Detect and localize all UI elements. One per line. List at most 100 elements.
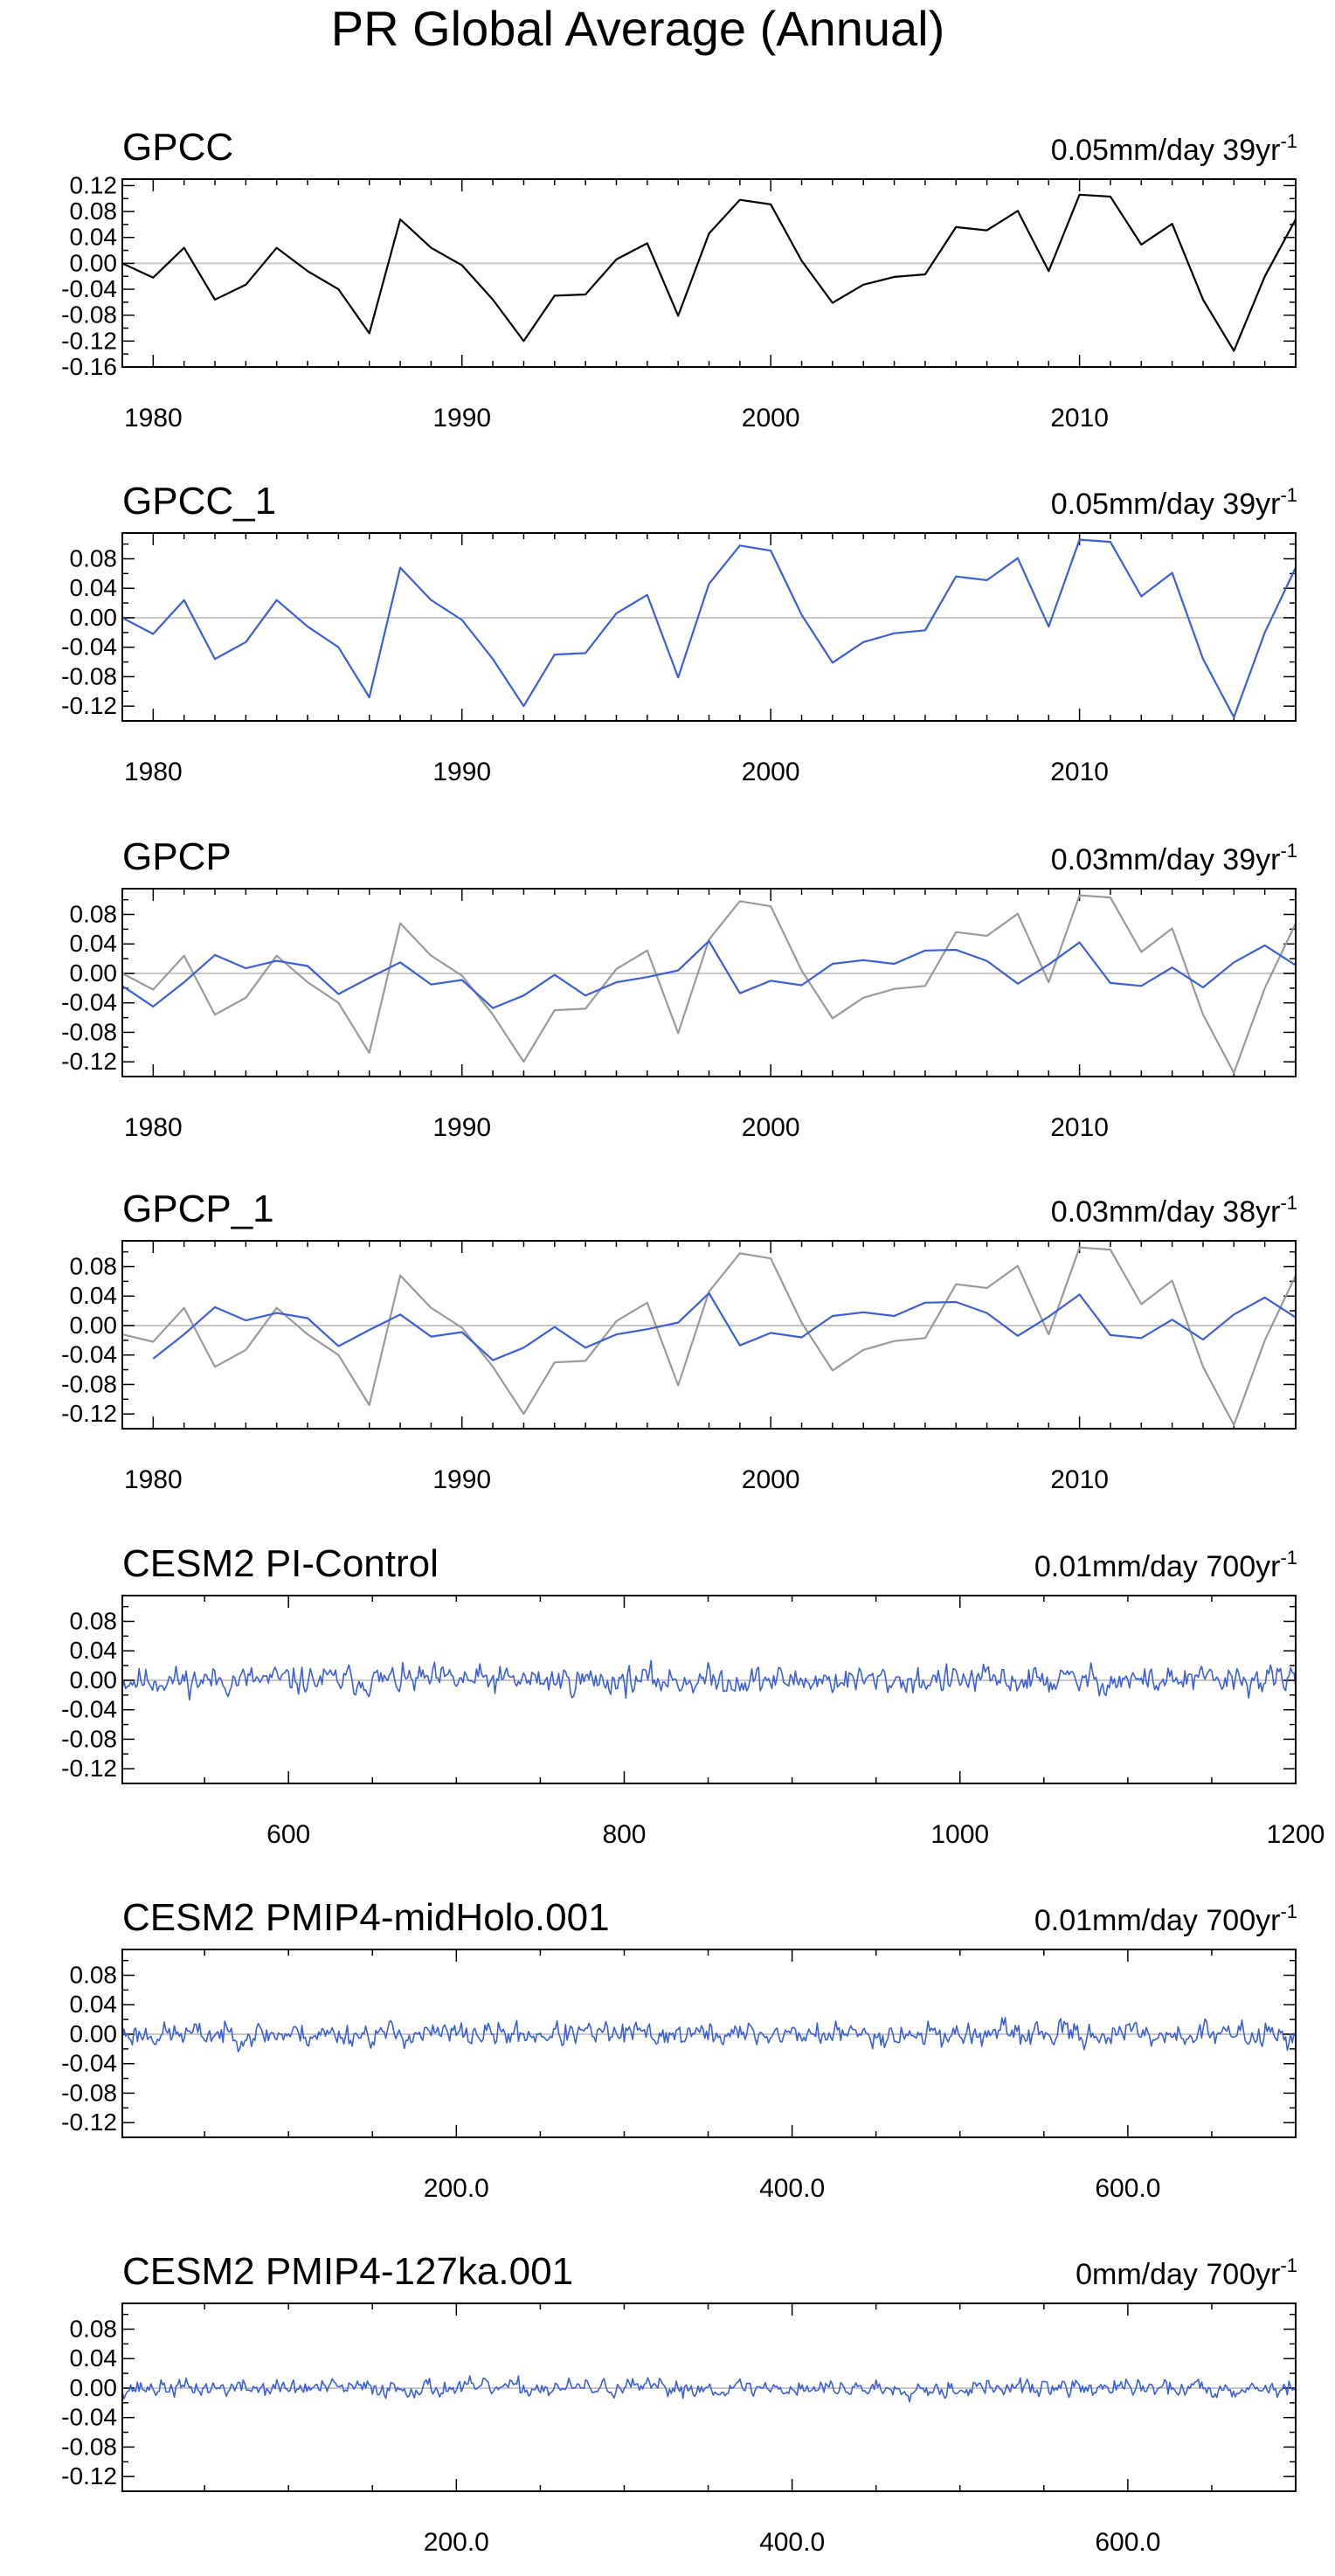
trend-value: 0mm/day 700yr [1076,2258,1280,2291]
trend-value: 0.03mm/day 39yr [1051,843,1281,876]
plot-frame [121,2302,1297,2492]
y-tick-label: -0.04 [61,989,117,1016]
y-tick-label: 0.08 [70,197,118,225]
y-tick-label: 0.00 [70,604,118,631]
y-tick-label: -0.04 [61,1341,117,1368]
y-tick-label: -0.04 [61,634,117,661]
y-tick-label: -0.08 [61,2079,117,2106]
chart-panel-3: GPCP 0.03mm/day 39yr-10.080.040.00-0.04-0… [61,835,1297,1142]
chart-panel-2: GPCC_1 0.05mm/day 39yr-1 0.080.04 0.00 -0.04… [61,480,1297,786]
panel-trend-label: 0.03mm/day 39yr-1 [1051,840,1297,876]
y-tick-label: 0.08 [70,901,118,928]
series-line-2 [152,1291,1297,1361]
panel-trend-label: 0.01mm/day 700yr-1 [1034,1901,1297,1937]
trend-value: 0.05mm/day 39yr [1051,134,1281,167]
y-tick-label: 0.04 [70,574,118,601]
trend-exponent: -1 [1280,130,1297,152]
plot-frame [121,178,1297,368]
x-tick-label: 2010 [1050,758,1109,786]
panel-trend-label: 0.03mm/day 38yr-1 [1051,1192,1297,1229]
plot-frame [121,888,1297,1077]
trend-exponent: -1 [1280,840,1297,862]
x-tick-label: 1990 [432,1113,491,1142]
panel-title: GPCC [122,126,233,169]
panel-title: CESM2 PI-Control [122,1542,439,1585]
y-tick-label: 0.04 [70,224,118,251]
figure-title: PR Global Average (Annual) [331,1,945,56]
y-tick-label: 0.04 [70,1637,118,1664]
x-tick-label: 2010 [1050,1113,1109,1142]
plot-frame [121,1240,1297,1430]
y-tick-label: 0.12 [70,171,118,198]
y-tick-label: -0.04 [61,2050,117,2077]
x-tick-label: 400.0 [759,2528,825,2557]
y-tick-label: 0.08 [70,1962,118,1989]
x-tick-label: 1990 [432,758,491,786]
y-tick-label: -0.08 [61,662,117,689]
y-tick-label: 0.08 [70,545,118,572]
panel-title: GPCC_1 [122,480,276,523]
panel-title: CESM2 PMIP4-127ka.001 [122,2250,573,2293]
y-tick-label: 0.08 [70,1253,118,1280]
x-tick-label: 1980 [124,758,183,786]
x-tick-label: 600.0 [1095,2174,1160,2203]
x-tick-label: 1980 [124,1465,183,1494]
x-tick-label: 1200 [1267,1820,1325,1849]
x-tick-label: 1990 [432,404,491,433]
trend-value: 0.05mm/day 39yr [1051,488,1281,521]
x-tick-label: 200.0 [424,2174,489,2203]
y-tick-label: -0.08 [61,1018,117,1045]
y-tick-label: -0.12 [61,1400,117,1427]
panel-title: GPCP [122,835,232,878]
x-tick-label: 400.0 [759,2174,825,2203]
series-line-1 [121,894,1297,1074]
chart-panel-4: GPCP_1 0.03mm/day 38yr-1 0.080.04 0.00-0.04… [61,1188,1297,1494]
chart-panel-7: CESM2 PMIP4-127ka.001 0mm/day 700yr-1 0.08… [61,2250,1297,2557]
series-line-2 [121,939,1297,1009]
y-tick-label: -0.04 [61,1696,117,1723]
x-tick-label: 2000 [742,1465,800,1494]
plot-frame [121,1949,1297,2138]
trend-value: 0.01mm/day 700yr [1034,1550,1281,1583]
y-tick-label: -0.12 [61,1048,117,1075]
y-tick-label: 0.00 [70,2374,118,2401]
y-tick-label: -0.12 [61,2109,117,2136]
x-tick-label: 2000 [742,404,800,433]
panels: GPCC 0.05mm/day 39yr-10.120.080.040.00-0.… [61,126,1325,2557]
trend-exponent: -1 [1280,1547,1297,1568]
panel-trend-label: 0.05mm/day 39yr-1 [1051,484,1297,521]
y-tick-label: 0.00 [70,2020,118,2047]
y-tick-label: -0.04 [61,275,117,302]
x-tick-label: 2000 [742,1113,800,1142]
trend-exponent: -1 [1280,1901,1297,1922]
y-tick-label: -0.08 [61,1725,117,1752]
y-tick-label: 0.04 [70,2344,118,2372]
y-tick-label: -0.12 [61,327,117,354]
x-tick-label: 200.0 [424,2528,489,2557]
y-tick-label: 0.04 [70,930,118,957]
trend-exponent: -1 [1280,1192,1297,1214]
x-tick-label: 1980 [124,404,183,433]
series-line-1 [121,193,1297,352]
y-tick-label: -0.12 [61,1755,117,1782]
panel-trend-label: 0mm/day 700yr-1 [1076,2254,1297,2291]
series-line-1 [121,1659,1297,1701]
y-tick-label: -0.08 [61,2433,117,2460]
y-tick-label: -0.12 [61,692,117,719]
y-tick-label: -0.16 [61,353,117,380]
x-tick-label: 600 [266,1820,310,1849]
x-tick-label: 800 [602,1820,646,1849]
trend-value: 0.01mm/day 700yr [1034,1904,1281,1937]
y-tick-label: 0.04 [70,1991,118,2018]
chart-panel-5: CESM2 PI-Control 0.01mm/day 700yr-10.080.… [61,1542,1325,1849]
x-tick-label: 1000 [930,1820,989,1849]
trend-exponent: -1 [1280,2254,1297,2276]
x-tick-label: 1990 [432,1465,491,1494]
y-tick-label: 0.08 [70,2316,118,2343]
y-tick-label: -0.12 [61,2462,117,2489]
panel-title: CESM2 PMIP4-midHolo.001 [122,1896,610,1939]
y-tick-label: -0.08 [61,1370,117,1397]
panel-trend-label: 0.01mm/day 700yr-1 [1034,1547,1297,1583]
chart-panel-1: GPCC 0.05mm/day 39yr-10.120.080.040.00-0.… [61,126,1297,433]
